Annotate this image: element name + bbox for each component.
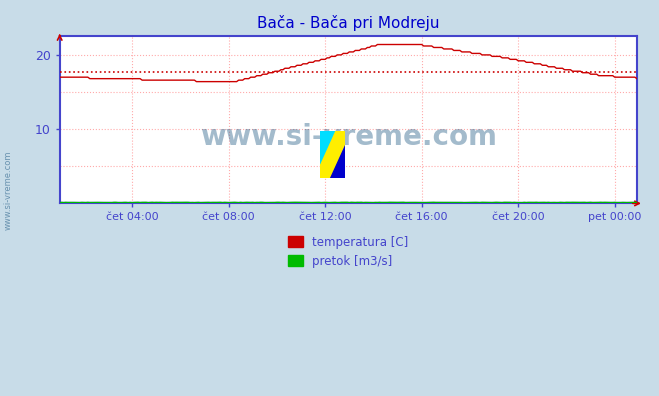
- Text: www.si-vreme.com: www.si-vreme.com: [200, 123, 497, 150]
- Title: Bača - Bača pri Modreju: Bača - Bača pri Modreju: [257, 15, 440, 31]
- Text: www.si-vreme.com: www.si-vreme.com: [3, 150, 13, 230]
- Polygon shape: [330, 145, 345, 178]
- Legend: temperatura [C], pretok [m3/s]: temperatura [C], pretok [m3/s]: [289, 236, 408, 268]
- Polygon shape: [320, 131, 335, 164]
